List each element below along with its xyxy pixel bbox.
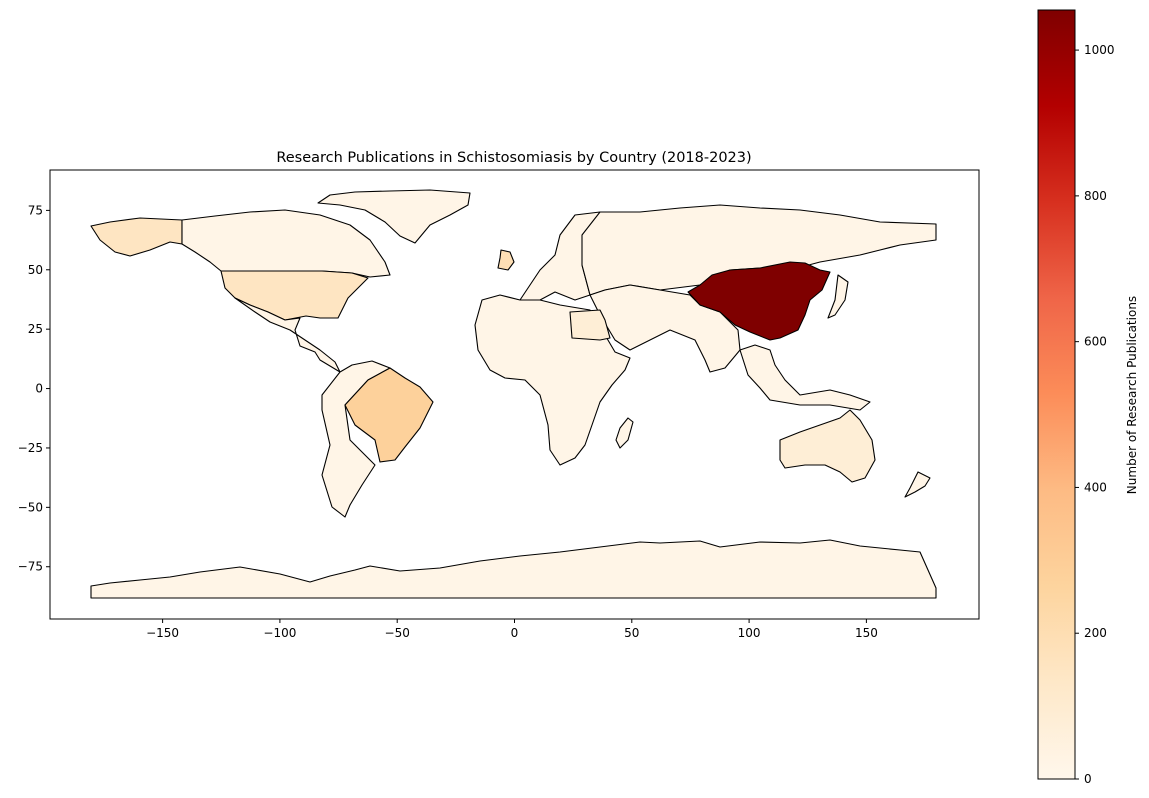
region-uk	[497, 249, 515, 271]
colorbar-tick-label: 1000	[1084, 43, 1115, 57]
region-south-america	[321, 360, 391, 518]
region-new-zealand	[904, 471, 931, 498]
colorbar-gradient	[1037, 9, 1076, 780]
colorbar: 0 200 400 600 800 1000 Number of Research Pub…	[1037, 9, 1139, 786]
y-tick-label: 0	[35, 382, 43, 396]
y-tick-label: 50	[28, 263, 43, 277]
region-southeast-asia	[739, 344, 871, 411]
map-countries	[90, 189, 937, 599]
y-tick-label: 25	[28, 322, 43, 336]
y-tick-label: −25	[18, 441, 43, 455]
region-australia	[779, 409, 876, 483]
x-tick-label: 0	[511, 626, 519, 640]
map-axes: −150 −100 −50 0 50 100 150 −75 −50 −25 0 25 50 75	[18, 169, 980, 640]
colorbar-tick-label: 0	[1084, 772, 1092, 786]
region-madagascar	[615, 417, 634, 449]
y-tick-label: 75	[28, 203, 43, 217]
region-mexico	[234, 297, 341, 373]
region-brazil	[344, 367, 434, 463]
x-tick-label: −50	[385, 626, 410, 640]
y-tick-label: −75	[18, 560, 43, 574]
x-tick-label: 100	[738, 626, 761, 640]
colorbar-label: Number of Research Publications	[1125, 296, 1139, 494]
region-canada	[181, 209, 391, 278]
region-alaska	[90, 217, 183, 257]
colorbar-tick-label: 200	[1084, 626, 1107, 640]
region-middle-east	[589, 284, 741, 373]
chart-title: Research Publications in Schistosomiasis…	[276, 150, 751, 166]
x-tick-label: −100	[263, 626, 296, 640]
region-china	[687, 261, 831, 341]
region-antarctica	[90, 539, 937, 599]
colorbar-tick-label: 600	[1084, 335, 1107, 349]
y-axis: −75 −50 −25 0 25 50 75	[18, 203, 50, 574]
x-tick-label: −150	[146, 626, 179, 640]
colorbar-ticks: 0 200 400 600 800 1000	[1075, 43, 1115, 786]
x-tick-label: 50	[624, 626, 639, 640]
region-japan	[827, 274, 849, 319]
x-tick-label: 150	[855, 626, 878, 640]
colorbar-tick-label: 400	[1084, 480, 1107, 494]
y-tick-label: −50	[18, 500, 43, 514]
colorbar-tick-label: 800	[1084, 189, 1107, 203]
x-axis: −150 −100 −50 0 50 100 150	[146, 619, 878, 640]
region-greenland	[317, 189, 471, 244]
region-egypt	[569, 309, 611, 341]
